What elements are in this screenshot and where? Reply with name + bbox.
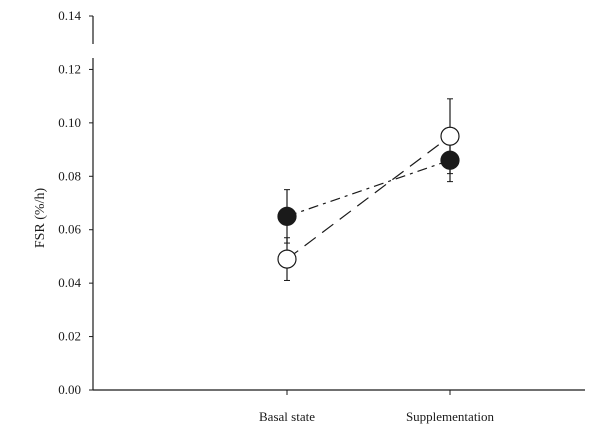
y-tick-label: 0.08 bbox=[58, 168, 81, 183]
y-axis-title: FSR (%/h) bbox=[33, 188, 48, 249]
y-tick-label: 0.12 bbox=[58, 61, 81, 76]
series-1 bbox=[284, 138, 453, 244]
y-tick-label: 0.00 bbox=[58, 382, 81, 397]
data-point bbox=[277, 206, 297, 226]
y-tick-label: 0.14 bbox=[58, 8, 81, 23]
data-point bbox=[440, 150, 460, 170]
y-tick-label: 0.02 bbox=[58, 329, 81, 344]
data-point bbox=[440, 126, 460, 146]
series-2-markers bbox=[277, 126, 460, 269]
axes bbox=[92, 16, 585, 391]
series-line bbox=[286, 135, 451, 260]
data-point bbox=[277, 249, 297, 269]
series-1-markers bbox=[277, 150, 460, 226]
y-axis-ticks: 0.00 0.02 0.04 0.06 0.08 0.10 0.12 0.14 bbox=[58, 8, 93, 397]
y-tick-label: 0.06 bbox=[58, 222, 81, 237]
y-tick-label: 0.04 bbox=[58, 275, 81, 290]
x-tick-label: Basal state bbox=[259, 409, 315, 424]
y-tick-label: 0.10 bbox=[58, 115, 81, 130]
series-2 bbox=[284, 98, 453, 281]
x-axis-ticks: Basal state Supplementation bbox=[259, 390, 495, 424]
series-layer bbox=[277, 98, 460, 281]
series-line bbox=[286, 159, 451, 217]
x-tick-label: Supplementation bbox=[406, 409, 495, 424]
